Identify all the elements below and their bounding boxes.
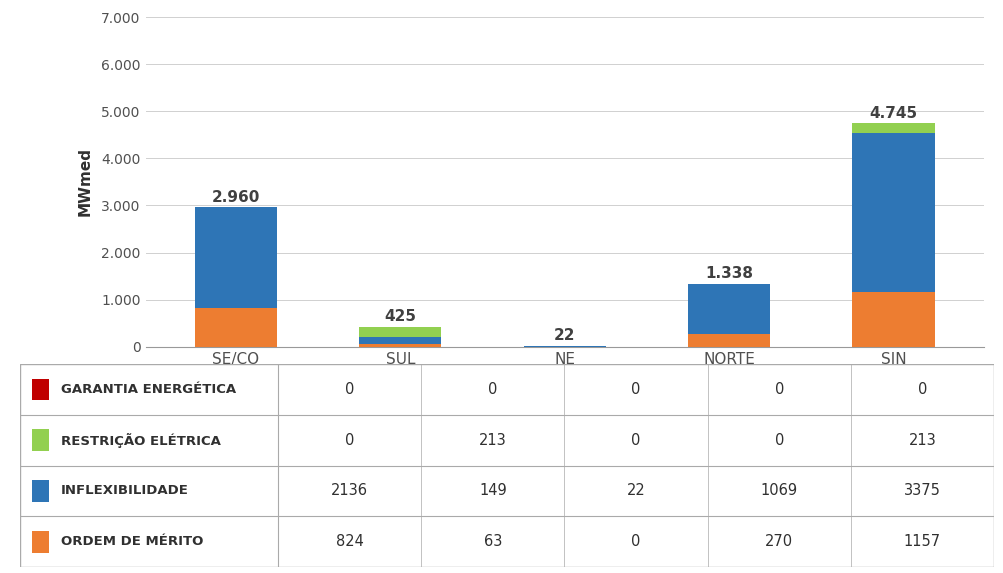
Bar: [32, 379, 49, 400]
Bar: [32, 429, 49, 451]
Text: 0: 0: [487, 382, 497, 397]
Bar: [32, 480, 49, 502]
Text: 1157: 1157: [903, 535, 940, 550]
Text: 2136: 2136: [331, 484, 368, 499]
Y-axis label: MWmed: MWmed: [78, 147, 93, 217]
Bar: [687, 334, 769, 347]
Text: 0: 0: [917, 382, 926, 397]
Text: 213: 213: [908, 433, 936, 448]
Text: RESTRIÇÃO ELÉTRICA: RESTRIÇÃO ELÉTRICA: [61, 433, 221, 448]
Text: 2.960: 2.960: [212, 190, 260, 205]
Bar: [32, 531, 49, 552]
Text: 3375: 3375: [903, 484, 940, 499]
Text: 22: 22: [554, 328, 575, 343]
Bar: [359, 327, 441, 337]
Text: ORDEM DE MÉRITO: ORDEM DE MÉRITO: [61, 535, 204, 548]
Text: INFLEXIBILIDADE: INFLEXIBILIDADE: [61, 485, 189, 497]
Text: 0: 0: [631, 382, 640, 397]
Bar: [195, 207, 277, 308]
Text: 149: 149: [478, 484, 507, 499]
Text: 0: 0: [631, 535, 640, 550]
Text: 1069: 1069: [760, 484, 797, 499]
Text: 0: 0: [773, 433, 783, 448]
Text: 0: 0: [773, 382, 783, 397]
Bar: [852, 292, 934, 347]
Bar: [359, 344, 441, 347]
Bar: [359, 337, 441, 344]
Text: 0: 0: [345, 382, 354, 397]
Text: 1.338: 1.338: [704, 266, 752, 281]
Text: 63: 63: [483, 535, 502, 550]
Text: 425: 425: [384, 309, 416, 324]
Bar: [195, 308, 277, 347]
Text: 824: 824: [335, 535, 363, 550]
Text: GARANTIA ENERGÉTICA: GARANTIA ENERGÉTICA: [61, 383, 236, 396]
Bar: [852, 123, 934, 134]
Bar: [852, 134, 934, 292]
Text: 0: 0: [631, 433, 640, 448]
Bar: [687, 284, 769, 334]
Text: 0: 0: [345, 433, 354, 448]
Text: 4.745: 4.745: [869, 105, 917, 120]
Bar: [524, 346, 605, 347]
Text: 270: 270: [764, 535, 792, 550]
Text: 22: 22: [626, 484, 645, 499]
Text: 213: 213: [478, 433, 507, 448]
